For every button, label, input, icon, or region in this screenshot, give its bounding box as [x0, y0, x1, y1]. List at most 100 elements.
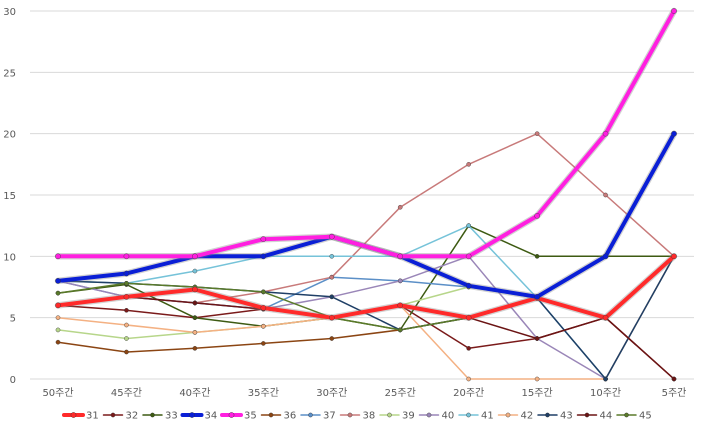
series-35-point	[602, 130, 609, 137]
series-35-point	[123, 253, 130, 260]
series-31-point	[55, 302, 61, 309]
x-tick-label: 5주간	[662, 387, 687, 399]
legend-swatch-marker	[505, 412, 511, 418]
legend-item-31: 31	[62, 411, 99, 422]
legend-swatch-marker	[545, 412, 550, 418]
series-43-point	[329, 294, 335, 300]
legend-item-43: 43	[537, 411, 573, 422]
series-31-line	[56, 254, 676, 320]
series-42-point	[124, 322, 129, 328]
series-33-point	[534, 254, 540, 259]
series-41-point	[192, 268, 198, 274]
series-35-point	[671, 8, 677, 14]
legend-item-40: 40	[418, 411, 454, 422]
y-tick-label: 15	[3, 191, 16, 202]
legend-swatch-marker	[624, 412, 629, 418]
legend-swatch-marker	[150, 412, 155, 418]
y-axis: 0 5 10 15 20 25 30	[3, 7, 16, 386]
y-tick-label: 10	[3, 252, 16, 263]
legend-swatch-marker	[189, 412, 195, 418]
series-41-point	[329, 254, 335, 259]
series-39-point	[124, 336, 129, 341]
x-tick-label: 35주간	[248, 387, 279, 399]
legend-item-44: 44	[576, 411, 612, 422]
legend-item-34: 34	[180, 411, 217, 422]
series-35-point	[328, 233, 335, 240]
series-35-point	[55, 253, 61, 260]
series-31	[54, 253, 678, 321]
series-31-point	[192, 286, 198, 293]
series-34-point	[534, 294, 540, 300]
legend-label: 31	[86, 411, 99, 422]
legend-swatch-marker	[268, 412, 274, 418]
series-42-point	[466, 376, 471, 382]
series-40-point	[397, 278, 403, 284]
x-tick-label: 20주간	[453, 387, 484, 399]
series-33-point	[192, 315, 198, 320]
series-32-point	[466, 346, 471, 351]
legend-swatch-marker	[426, 412, 432, 418]
series-34-point	[465, 282, 472, 289]
y-tick-label: 25	[3, 68, 16, 79]
series-36-point	[124, 349, 129, 355]
series-39-point	[55, 327, 61, 333]
legend-item-35: 35	[220, 411, 257, 422]
series-42-point	[192, 330, 198, 335]
series-45-point	[124, 281, 129, 286]
legend-item-36: 36	[260, 411, 297, 422]
x-axis: 50주간 45주간 40주간 35주간 30주간 25주간 20주간 15주간 10주간 5주간	[42, 387, 686, 399]
series-44-point	[671, 376, 677, 382]
legend-item-41: 41	[458, 411, 494, 422]
series-35-point	[260, 236, 267, 242]
series-42-point	[534, 376, 540, 382]
series-31-point	[123, 294, 130, 300]
legend-label: 41	[481, 411, 494, 422]
legend-item-37: 37	[300, 411, 336, 422]
y-tick-label: 5	[10, 314, 16, 325]
x-tick-label: 50주간	[42, 387, 73, 399]
series-31-point	[465, 314, 472, 321]
series-35-point	[397, 253, 404, 260]
legend-label: 33	[165, 411, 178, 422]
series-38-point	[603, 192, 608, 198]
series-lines	[54, 7, 678, 382]
x-tick-label: 25주간	[385, 387, 416, 399]
series-45-point	[55, 290, 61, 296]
legend-item-39: 39	[379, 411, 415, 422]
x-tick-label: 30주간	[316, 387, 347, 399]
series-31-point	[602, 314, 609, 321]
series-44-point	[534, 336, 540, 341]
series-32-line	[57, 304, 675, 380]
legend-label: 38	[363, 411, 376, 422]
series-35	[54, 7, 678, 260]
series-34-point	[55, 278, 61, 284]
legend: 31 32 33 34 35 36 37 38 39 40 41 42 43 44 45	[62, 411, 652, 422]
series-31-point	[260, 305, 267, 311]
legend-swatch-marker	[387, 412, 392, 418]
y-tick-label: 0	[10, 375, 16, 386]
legend-swatch-marker	[228, 412, 235, 418]
series-32	[55, 303, 677, 382]
series-41-point	[466, 223, 471, 228]
series-35-point	[465, 253, 472, 260]
y-tick-label: 30	[3, 7, 16, 18]
series-34-point	[602, 253, 609, 260]
legend-label: 32	[126, 411, 139, 422]
series-42-point	[261, 323, 266, 329]
series-45-point	[397, 327, 403, 333]
series-34-point	[123, 270, 130, 277]
series-38-point	[466, 162, 471, 167]
legend-label: 36	[284, 411, 297, 422]
legend-item-38: 38	[339, 411, 376, 422]
series-36-point	[261, 341, 266, 346]
series-34-point	[260, 253, 267, 260]
series-38-point	[397, 204, 403, 210]
legend-swatch-marker	[466, 412, 471, 418]
legend-label: 45	[639, 411, 652, 422]
legend-label: 39	[402, 411, 415, 422]
series-33	[55, 223, 677, 333]
legend-item-45: 45	[616, 411, 652, 422]
series-45-point	[261, 289, 266, 295]
